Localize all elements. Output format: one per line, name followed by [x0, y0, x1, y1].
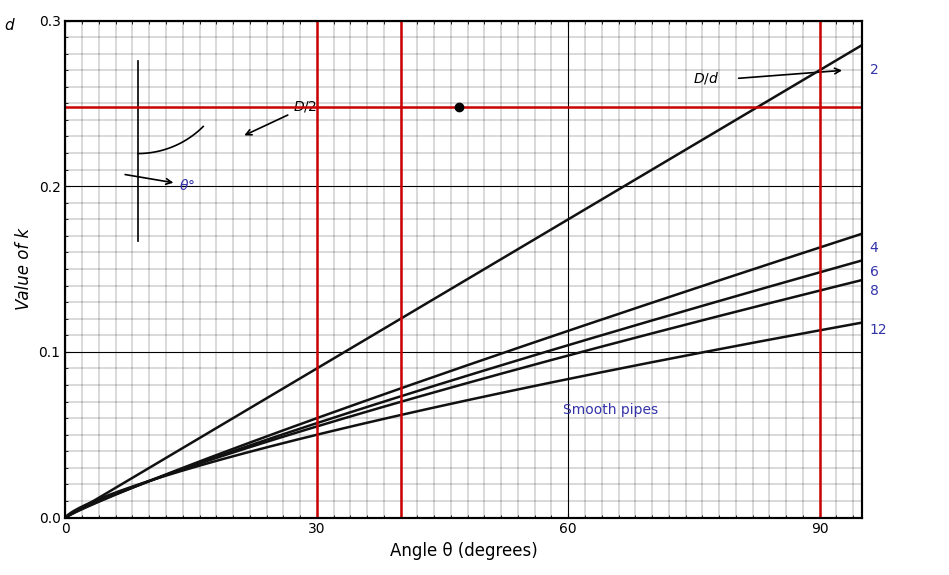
Text: 12: 12 — [869, 323, 887, 338]
Text: Smooth pipes: Smooth pipes — [563, 403, 658, 417]
X-axis label: Angle θ (degrees): Angle θ (degrees) — [390, 542, 537, 560]
Text: 6: 6 — [869, 265, 879, 279]
Text: 2: 2 — [869, 63, 878, 77]
Text: 8: 8 — [869, 283, 879, 298]
Text: 4: 4 — [869, 240, 878, 255]
Text: $D/d$: $D/d$ — [693, 71, 719, 86]
Y-axis label: Value of k: Value of k — [15, 228, 33, 310]
